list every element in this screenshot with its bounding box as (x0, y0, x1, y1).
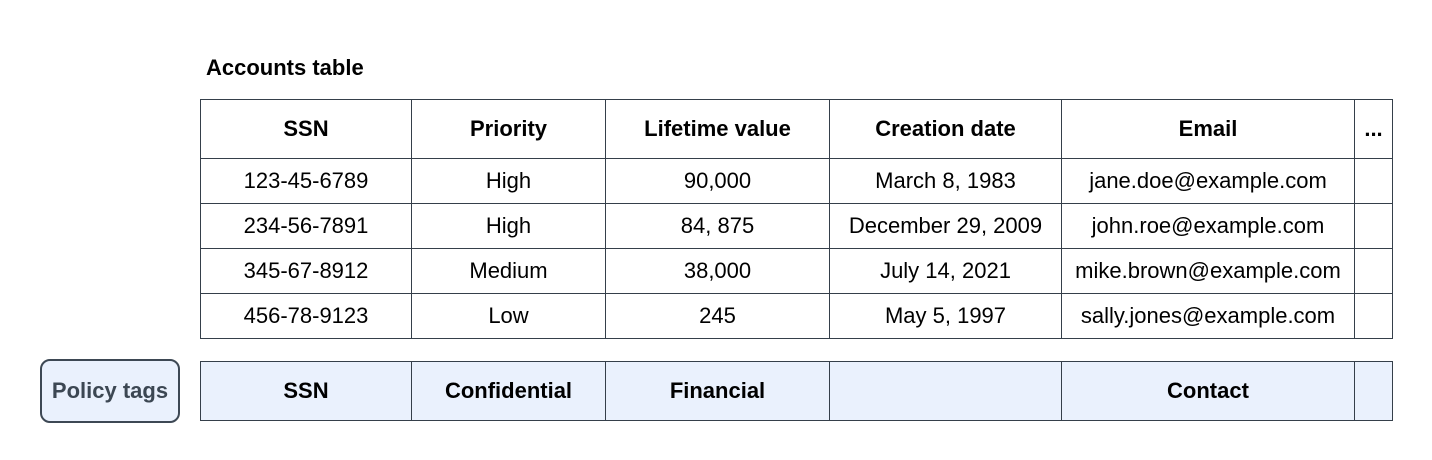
cell-creation-date: May 5, 1997 (829, 293, 1062, 339)
policy-tag-empty-more (1354, 361, 1393, 421)
cell-lifetime-value: 38,000 (605, 248, 830, 294)
table-row: 234-56-7891 High 84, 875 December 29, 20… (200, 203, 1393, 249)
header-row: SSN Priority Lifetime value Creation dat… (200, 99, 1393, 159)
cell-creation-date: December 29, 2009 (829, 203, 1062, 249)
column-header-creation-date: Creation date (829, 99, 1062, 159)
cell-email: sally.jones@example.com (1061, 293, 1355, 339)
policy-tag-financial: Financial (605, 361, 830, 421)
policy-tags-label-text: Policy tags (51, 378, 169, 403)
column-header-more-ellipsis: ... (1354, 99, 1393, 159)
accounts-table: SSN Priority Lifetime value Creation dat… (200, 99, 1393, 339)
cell-more (1354, 248, 1393, 294)
cell-ssn: 456-78-9123 (200, 293, 412, 339)
cell-priority: Low (411, 293, 606, 339)
policy-tags-row: SSN Confidential Financial Contact (200, 361, 1393, 421)
policy-tag-confidential: Confidential (411, 361, 606, 421)
policy-tag-contact: Contact (1061, 361, 1355, 421)
table-row: 456-78-9123 Low 245 May 5, 1997 sally.jo… (200, 293, 1393, 339)
cell-email: jane.doe@example.com (1061, 158, 1355, 204)
column-header-ssn: SSN (200, 99, 412, 159)
policy-tags-label: Policy tags (40, 359, 180, 423)
cell-lifetime-value: 245 (605, 293, 830, 339)
column-header-email: Email (1061, 99, 1355, 159)
table-row: 123-45-6789 High 90,000 March 8, 1983 ja… (200, 158, 1393, 204)
cell-creation-date: July 14, 2021 (829, 248, 1062, 294)
policy-tag-row: SSN Confidential Financial Contact (200, 361, 1393, 421)
cell-ssn: 123-45-6789 (200, 158, 412, 204)
policy-tag-empty (829, 361, 1062, 421)
cell-priority: High (411, 158, 606, 204)
cell-email: mike.brown@example.com (1061, 248, 1355, 294)
cell-more (1354, 203, 1393, 249)
cell-ssn: 234-56-7891 (200, 203, 412, 249)
cell-priority: Medium (411, 248, 606, 294)
policy-tag-ssn: SSN (200, 361, 412, 421)
page-title: Accounts table (206, 55, 364, 80)
cell-email: john.roe@example.com (1061, 203, 1355, 249)
cell-more (1354, 293, 1393, 339)
cell-lifetime-value: 84, 875 (605, 203, 830, 249)
cell-creation-date: March 8, 1983 (829, 158, 1062, 204)
cell-lifetime-value: 90,000 (605, 158, 830, 204)
column-header-priority: Priority (411, 99, 606, 159)
column-header-lifetime-value: Lifetime value (605, 99, 830, 159)
table-row: 345-67-8912 Medium 38,000 July 14, 2021 … (200, 248, 1393, 294)
cell-more (1354, 158, 1393, 204)
cell-priority: High (411, 203, 606, 249)
cell-ssn: 345-67-8912 (200, 248, 412, 294)
